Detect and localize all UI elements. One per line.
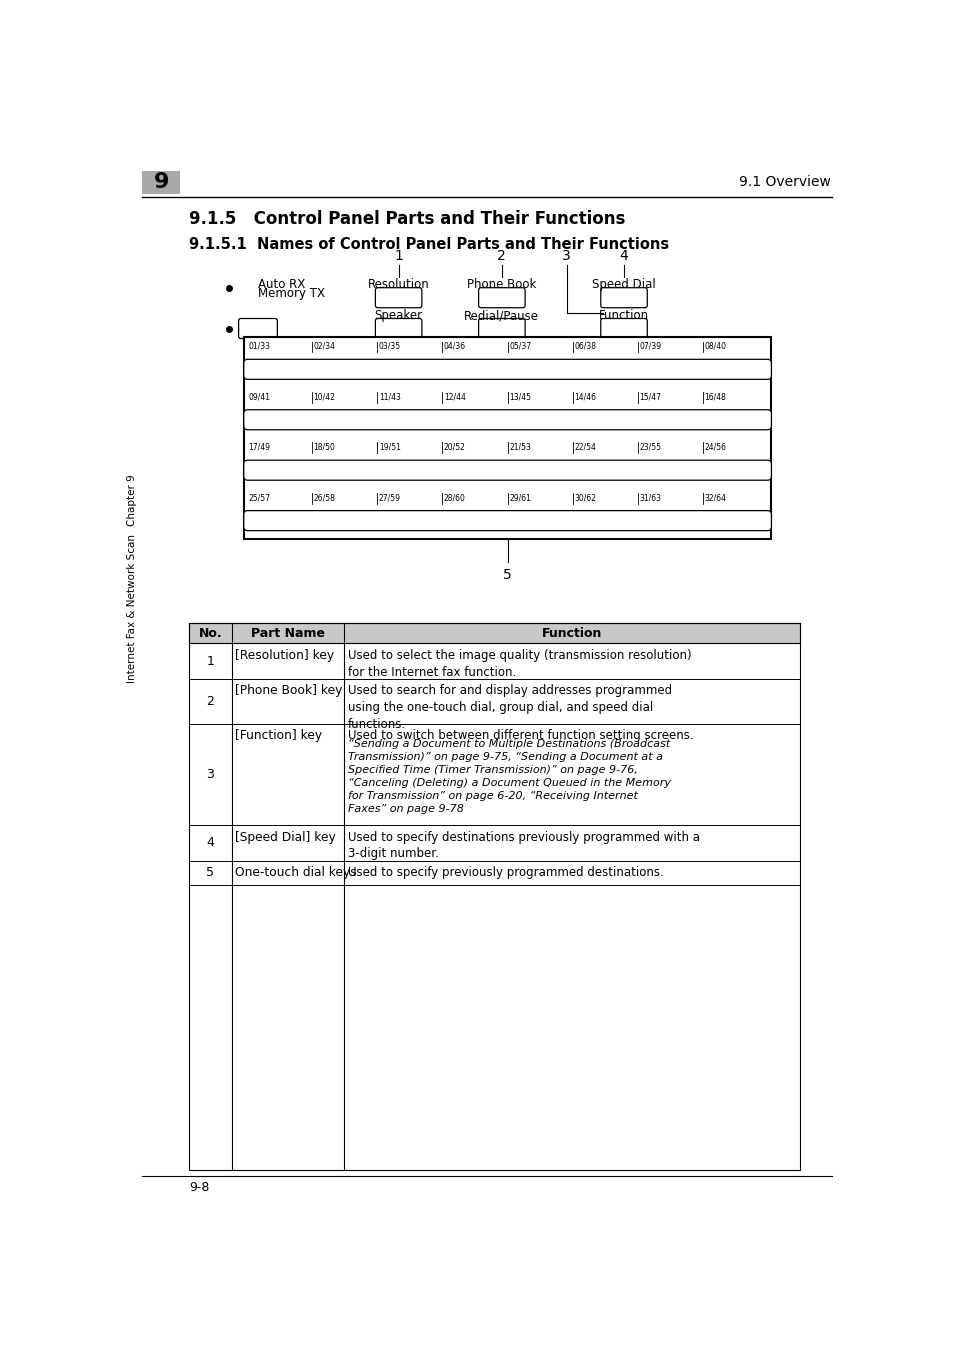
Text: Memory TX: Memory TX (258, 288, 325, 300)
Text: 14/46: 14/46 (574, 392, 596, 401)
Text: 21/53: 21/53 (509, 443, 531, 452)
Text: Used to search for and display addresses programmed
using the one-touch dial, gr: Used to search for and display addresses… (348, 684, 671, 731)
Text: 2: 2 (206, 695, 214, 708)
Text: 11/43: 11/43 (378, 392, 400, 401)
Text: 1: 1 (394, 249, 403, 263)
Text: Speaker: Speaker (375, 310, 422, 322)
Text: [Function] key: [Function] key (235, 729, 322, 741)
FancyBboxPatch shape (238, 319, 277, 338)
Text: Used to specify destinations previously programmed with a
3-digit number.: Used to specify destinations previously … (348, 831, 700, 861)
Text: 08/40: 08/40 (704, 342, 726, 350)
Text: 9.1.5.1  Names of Control Panel Parts and Their Functions: 9.1.5.1 Names of Control Panel Parts and… (189, 238, 668, 253)
Text: Used to specify previously programmed destinations.: Used to specify previously programmed de… (348, 866, 663, 879)
FancyBboxPatch shape (478, 319, 524, 338)
Text: 23/55: 23/55 (639, 443, 660, 452)
FancyBboxPatch shape (375, 319, 421, 338)
Text: 28/60: 28/60 (443, 493, 465, 502)
Text: Used to select the image quality (transmission resolution)
for the Internet fax : Used to select the image quality (transm… (348, 649, 691, 679)
FancyBboxPatch shape (375, 288, 421, 308)
Text: 07/39: 07/39 (639, 342, 661, 350)
Text: 19/51: 19/51 (378, 443, 400, 452)
Text: Internet Fax & Network Scan: Internet Fax & Network Scan (127, 534, 136, 683)
Text: Auto RX: Auto RX (258, 278, 305, 291)
FancyBboxPatch shape (244, 360, 771, 379)
Text: 16/48: 16/48 (704, 392, 726, 401)
Text: 25/57: 25/57 (248, 493, 270, 502)
Text: 26/58: 26/58 (314, 493, 335, 502)
Text: 30/62: 30/62 (574, 493, 596, 502)
Text: 5: 5 (502, 568, 512, 583)
Text: 32/64: 32/64 (704, 493, 726, 502)
FancyBboxPatch shape (600, 288, 646, 308)
Text: Chapter 9: Chapter 9 (127, 474, 136, 526)
Text: Part Name: Part Name (251, 627, 324, 640)
Text: [Phone Book] key: [Phone Book] key (235, 684, 342, 697)
Text: 10/42: 10/42 (314, 392, 335, 401)
Text: Function: Function (598, 310, 648, 322)
Text: Function: Function (541, 627, 601, 640)
Text: 24/56: 24/56 (704, 443, 726, 452)
Text: 09/41: 09/41 (248, 392, 270, 401)
FancyBboxPatch shape (244, 511, 771, 531)
FancyBboxPatch shape (244, 410, 771, 429)
Text: 13/45: 13/45 (509, 392, 531, 401)
Text: 3: 3 (561, 249, 571, 263)
Text: 04/36: 04/36 (443, 342, 466, 350)
Text: 03/35: 03/35 (378, 342, 400, 350)
Text: Phone Book: Phone Book (467, 278, 536, 292)
Text: 9: 9 (153, 172, 169, 193)
FancyBboxPatch shape (600, 319, 646, 338)
Text: 2: 2 (497, 249, 506, 263)
Text: 9.1 Overview: 9.1 Overview (738, 175, 830, 189)
Text: Speed Dial: Speed Dial (592, 278, 656, 292)
Text: 12/44: 12/44 (443, 392, 465, 401)
Text: Resolution: Resolution (367, 278, 429, 292)
Bar (189, 623, 799, 644)
Text: “Sending a Document to Multiple Destinations (Broadcast
Transmission)” on page 9: “Sending a Document to Multiple Destinat… (348, 739, 670, 813)
Text: No.: No. (198, 627, 222, 640)
Text: 05/37: 05/37 (509, 342, 531, 350)
Text: 31/63: 31/63 (639, 493, 660, 502)
Text: Used to switch between different function setting screens.: Used to switch between different functio… (348, 729, 693, 741)
Text: 3: 3 (206, 767, 214, 781)
Text: 06/38: 06/38 (574, 342, 596, 350)
Bar (244, 337, 771, 539)
Text: 17/49: 17/49 (248, 443, 270, 452)
Text: 29/61: 29/61 (509, 493, 531, 502)
Bar (142, 171, 179, 194)
Text: 20/52: 20/52 (443, 443, 465, 452)
Text: 1: 1 (206, 655, 214, 668)
Text: 27/59: 27/59 (378, 493, 400, 502)
Text: 15/47: 15/47 (639, 392, 660, 401)
Text: 5: 5 (206, 866, 214, 880)
Text: 02/34: 02/34 (314, 342, 335, 350)
Bar (189, 623, 799, 1171)
Text: 9.1.5   Control Panel Parts and Their Functions: 9.1.5 Control Panel Parts and Their Func… (189, 210, 625, 228)
FancyBboxPatch shape (478, 288, 524, 308)
Text: 4: 4 (206, 837, 214, 849)
Text: 9-8: 9-8 (189, 1180, 209, 1194)
Text: 18/50: 18/50 (314, 443, 335, 452)
Text: Redial/Pause: Redial/Pause (464, 310, 538, 322)
Text: [Speed Dial] key: [Speed Dial] key (235, 831, 335, 843)
Text: [Resolution] key: [Resolution] key (235, 649, 335, 661)
Text: 22/54: 22/54 (574, 443, 596, 452)
Text: 4: 4 (619, 249, 628, 263)
Text: One-touch dial keys: One-touch dial keys (235, 866, 356, 879)
FancyBboxPatch shape (244, 460, 771, 481)
Text: 01/33: 01/33 (248, 342, 270, 350)
